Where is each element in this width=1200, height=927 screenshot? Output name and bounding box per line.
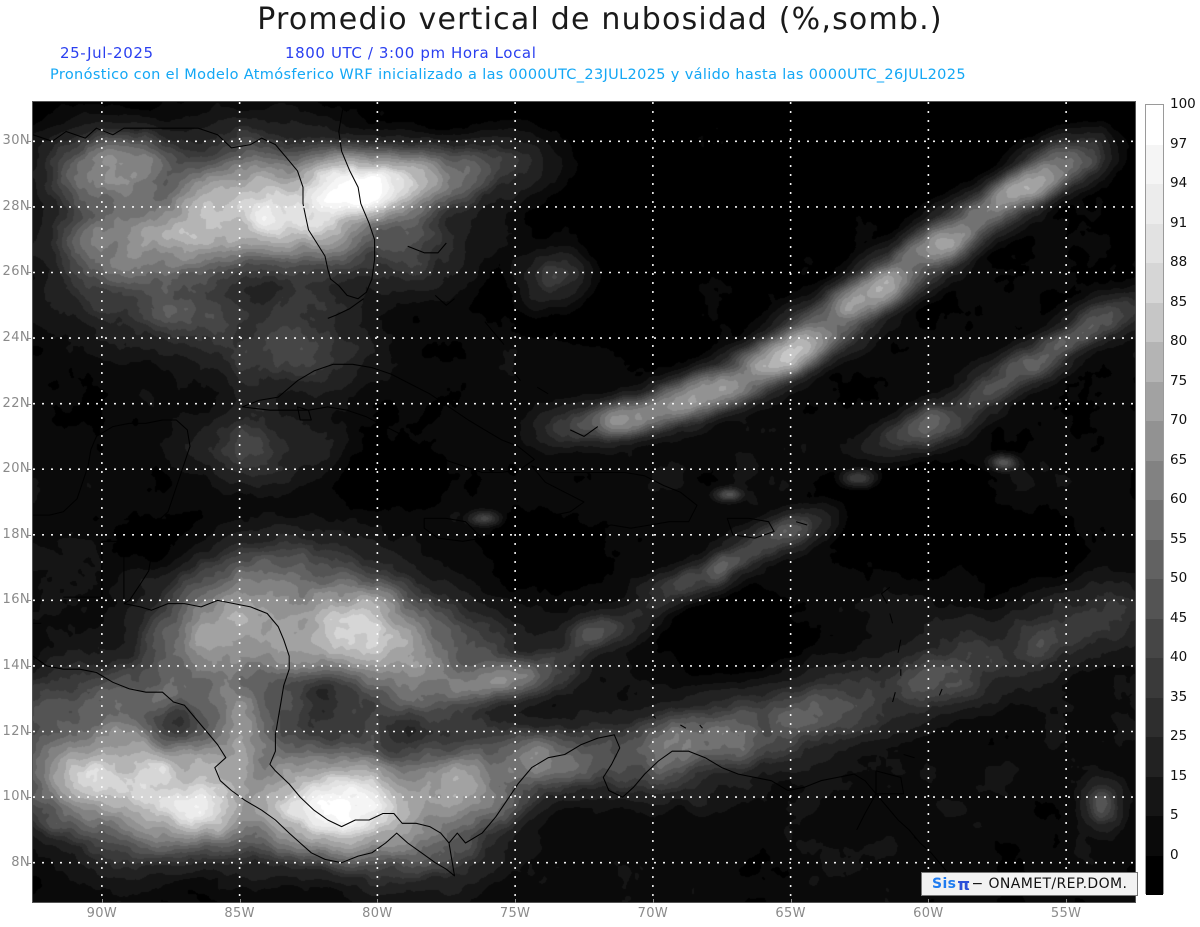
x-axis-tick-label: 80W	[362, 906, 393, 921]
chart-header: Promedio vertical de nubosidad (%,somb.)…	[0, 0, 1200, 95]
colorbar-tick-label: 55	[1170, 530, 1188, 547]
y-axis-tick-label: 26N	[2, 264, 30, 280]
colorbar-segment	[1146, 381, 1163, 421]
page-title: Promedio vertical de nubosidad (%,somb.)	[257, 2, 943, 37]
y-axis: 30N 28N 26N 24N 22N 20N 18N 16N 14N 12N 10N 8N	[0, 0, 32, 927]
y-axis-tick-mark	[27, 534, 31, 536]
colorbar-tick-label: 75	[1170, 372, 1188, 389]
y-axis-tick-label: 12N	[2, 723, 30, 739]
colorbar-segment	[1146, 658, 1163, 698]
x-axis-tick-label: 85W	[224, 906, 255, 921]
y-axis-tick-mark	[27, 731, 31, 733]
colorbar-segment	[1146, 855, 1163, 895]
colorbar-tick-label: 88	[1170, 254, 1188, 270]
x-axis-tick-label: 75W	[499, 906, 531, 921]
colorbar-segment	[1146, 776, 1163, 816]
y-axis-tick-mark	[27, 403, 31, 405]
colorbar-tick-label: 40	[1170, 649, 1188, 665]
colorbar-segment	[1146, 618, 1163, 658]
valid-time-label: 1800 UTC / 3:00 pm Hora Local	[285, 44, 537, 62]
y-axis-tick-mark	[27, 272, 31, 274]
y-axis-tick-mark	[27, 206, 31, 208]
x-axis-tick-mark	[1066, 899, 1068, 903]
colorbar-tick-label: 15	[1170, 767, 1188, 784]
y-axis-tick-label: 22N	[2, 395, 30, 411]
model-init-note: Pronóstico con el Modelo Atmósferico WRF…	[50, 67, 966, 83]
colorbar-segment	[1146, 500, 1163, 540]
y-axis-tick-mark	[27, 862, 31, 864]
y-axis-tick-mark	[27, 338, 31, 340]
x-axis-tick-mark	[928, 899, 930, 903]
colorbar-tick-label: 65	[1170, 451, 1188, 468]
x-axis-tick-label: 65W	[775, 906, 806, 921]
y-axis-tick-label: 24N	[2, 330, 30, 346]
colorbar-segment	[1146, 302, 1163, 342]
x-axis-tick-mark	[377, 899, 379, 903]
colorbar-segment	[1146, 342, 1163, 382]
y-axis-tick-label: 30N	[2, 133, 30, 149]
colorbar-segment	[1146, 460, 1163, 500]
colorbar-tick-label: 97	[1170, 135, 1188, 152]
x-axis-tick-mark	[239, 899, 241, 903]
colorbar-segment	[1146, 105, 1163, 145]
y-axis-tick-label: 16N	[2, 592, 30, 608]
y-axis-tick-mark	[27, 665, 31, 667]
x-axis-tick-mark	[652, 899, 654, 903]
colorbar-tick-label: 45	[1170, 609, 1188, 626]
x-axis-tick-mark	[101, 899, 103, 903]
colorbar-segment	[1146, 737, 1163, 777]
y-axis-tick-label: 28N	[2, 198, 30, 214]
colorbar-tick-label: 94	[1170, 175, 1188, 191]
valid-date-label: 25-Jul-2025	[60, 44, 154, 62]
y-axis-tick-label: 10N	[2, 789, 30, 805]
colorbar-tick-label: 35	[1170, 688, 1188, 705]
x-axis-tick-mark	[790, 899, 792, 903]
colorbar-segment	[1146, 184, 1163, 224]
x-axis-tick-label: 55W	[1050, 906, 1082, 921]
x-axis-tick-label: 60W	[913, 906, 944, 921]
attribution-badge: Sis π − ONAMET/REP.DOM.	[921, 872, 1139, 896]
colorbar-tick-label: 80	[1170, 333, 1188, 349]
colorbar	[1145, 104, 1164, 895]
map-plot-area	[32, 101, 1136, 903]
organization-label: − ONAMET/REP.DOM.	[971, 876, 1128, 892]
x-axis-tick-label: 70W	[637, 906, 669, 921]
pi-icon: π	[957, 874, 971, 894]
colorbar-segment	[1146, 816, 1163, 856]
y-axis-tick-mark	[27, 141, 31, 143]
x-axis-tick-label: 90W	[86, 906, 118, 921]
colorbar-segment	[1146, 223, 1163, 263]
x-axis-tick-mark	[515, 899, 517, 903]
colorbar-tick-label: 60	[1170, 491, 1188, 507]
colorbar-tick-label: 70	[1170, 412, 1188, 428]
colorbar-segment	[1146, 697, 1163, 737]
colorbar-segment	[1146, 421, 1163, 461]
colorbar-segment	[1146, 579, 1163, 619]
colorbar-segment	[1146, 144, 1163, 184]
colorbar-tick-label: 5	[1170, 807, 1179, 823]
y-axis-tick-mark	[27, 797, 31, 799]
colorbar-tick-label: 85	[1170, 293, 1188, 310]
y-axis-tick-label: 20N	[2, 461, 30, 477]
colorbar-segment	[1146, 263, 1163, 303]
y-axis-tick-mark	[27, 600, 31, 602]
y-axis-tick-label: 18N	[2, 526, 30, 542]
colorbar-tick-label: 25	[1170, 728, 1188, 744]
y-axis-tick-mark	[27, 469, 31, 471]
y-axis-tick-label: 8N	[11, 854, 30, 870]
colorbar-segment	[1146, 539, 1163, 579]
colorbar-tick-label: 50	[1170, 570, 1188, 586]
y-axis-tick-label: 14N	[2, 657, 30, 673]
colorbar-tick-label: 100	[1170, 96, 1196, 112]
colorbar-tick-label: 91	[1170, 214, 1188, 231]
colorbar-tick-label: 0	[1170, 846, 1179, 863]
sis-logo-text: Sis	[932, 876, 957, 892]
